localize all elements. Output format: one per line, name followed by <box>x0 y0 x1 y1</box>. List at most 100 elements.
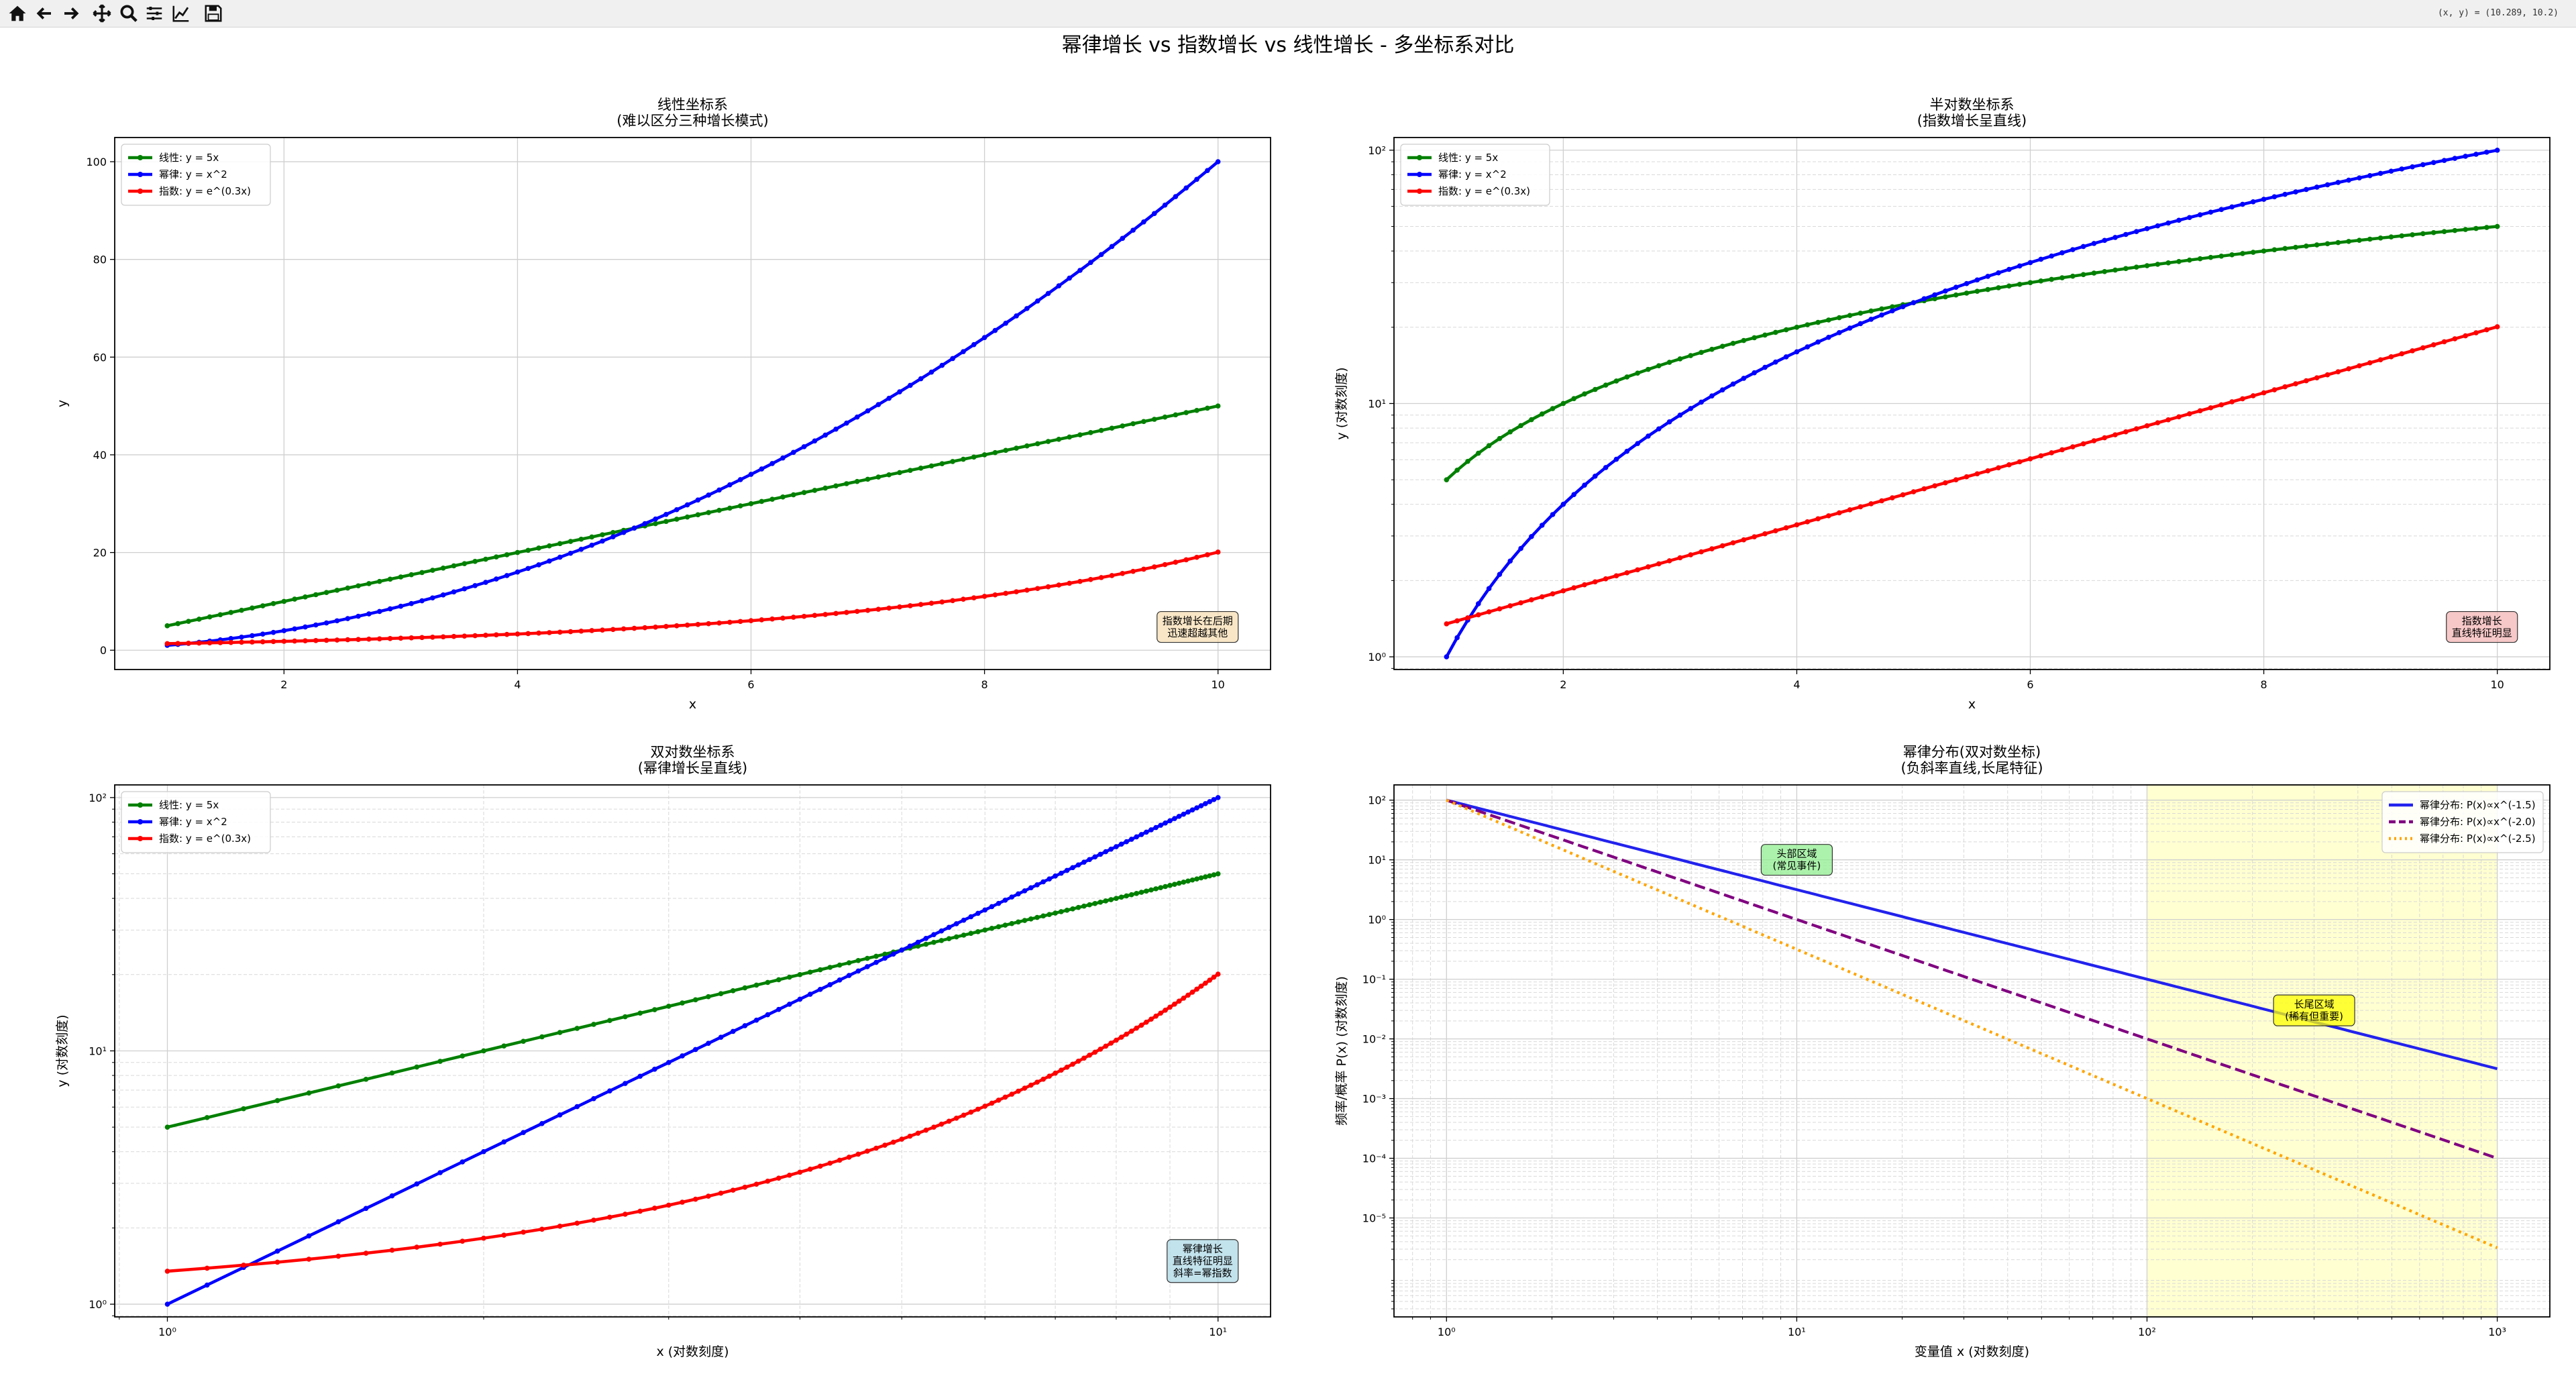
data-point <box>2314 375 2320 380</box>
data-point <box>2271 194 2277 200</box>
toolbar: (x, y) = (10.289, 10.2) <box>0 0 2576 28</box>
data-point <box>822 432 828 438</box>
data-point <box>186 641 191 646</box>
data-point <box>765 1012 771 1018</box>
data-point <box>1040 913 1046 919</box>
data-point <box>1103 849 1109 855</box>
data-point <box>1539 411 1545 417</box>
data-point <box>164 1124 170 1130</box>
data-point <box>2430 342 2436 348</box>
data-point <box>1762 531 1768 537</box>
legend-box <box>2381 791 2544 853</box>
data-point <box>239 639 244 645</box>
data-point <box>1603 382 1609 388</box>
save-icon[interactable] <box>201 1 225 25</box>
data-point <box>1173 412 1179 418</box>
data-point <box>1181 996 1187 1001</box>
data-point <box>1087 857 1092 863</box>
data-point <box>2410 348 2415 354</box>
data-point <box>2261 248 2267 254</box>
data-point <box>1097 851 1104 857</box>
data-point <box>1974 471 1980 477</box>
configure-subplots-icon[interactable] <box>142 1 166 25</box>
data-point <box>2430 229 2436 235</box>
home-icon[interactable] <box>5 1 30 25</box>
back-icon[interactable] <box>32 1 56 25</box>
annotation-text: 斜率=幂指数 <box>1173 1267 1232 1279</box>
figure-canvas[interactable]: 幂律增长 vs 指数增长 vs 线性增长 - 多坐标系对比 2 4 6 8 100204… <box>0 27 2576 1388</box>
data-point <box>306 1233 312 1239</box>
legend-entry-3: 指数: y = e^(0.3x) <box>159 185 251 197</box>
data-point <box>1211 797 1217 802</box>
data-point <box>807 1167 813 1172</box>
data-point <box>1163 1007 1168 1013</box>
data-point <box>1677 412 1683 418</box>
forward-icon[interactable] <box>59 1 83 25</box>
zoom-icon[interactable] <box>117 1 141 25</box>
data-point <box>2176 258 2182 264</box>
data-point <box>539 1226 545 1232</box>
data-point <box>2070 444 2076 449</box>
data-point <box>1624 374 1630 380</box>
data-point <box>1056 436 1062 442</box>
data-point <box>2165 260 2171 266</box>
data-point <box>481 1048 486 1054</box>
data-point <box>600 532 605 537</box>
data-point <box>1507 603 1513 608</box>
data-point <box>2133 426 2139 431</box>
data-point <box>1666 360 1672 365</box>
data-point <box>241 1263 246 1268</box>
data-point <box>1087 902 1092 908</box>
series-layer <box>1444 148 2500 659</box>
data-point <box>706 1193 711 1199</box>
data-point <box>610 534 616 539</box>
data-point <box>1077 432 1083 437</box>
data-point <box>1173 194 1179 199</box>
data-point <box>939 362 945 368</box>
data-point <box>1858 311 1864 316</box>
data-point <box>1003 590 1009 596</box>
data-point <box>2027 456 2033 462</box>
data-point <box>801 490 807 496</box>
data-point <box>855 968 861 974</box>
data-point <box>204 1282 210 1288</box>
data-point <box>481 1235 486 1241</box>
data-point <box>1034 441 1040 447</box>
edit-axis-icon[interactable] <box>169 1 193 25</box>
data-point <box>1016 919 1021 925</box>
data-point <box>2112 267 2118 273</box>
data-point <box>2006 462 2012 468</box>
data-point <box>387 636 393 641</box>
data-point <box>437 1170 443 1175</box>
data-point <box>1045 584 1051 590</box>
data-point <box>306 1257 312 1262</box>
annotation-text: 直线特征明显 <box>2452 627 2512 639</box>
data-point <box>1181 879 1187 885</box>
data-point <box>1805 322 1811 327</box>
annotation-box <box>1167 1239 1239 1283</box>
data-point <box>1014 445 1019 451</box>
data-point <box>1560 588 1566 594</box>
data-point <box>1176 814 1182 819</box>
legend-entry-3: 指数: y = e^(0.3x) <box>159 833 251 845</box>
data-point <box>472 633 478 639</box>
pan-icon[interactable] <box>90 1 114 25</box>
data-point <box>1868 501 1874 506</box>
data-point <box>504 552 510 557</box>
data-point <box>430 595 435 601</box>
data-point <box>419 570 425 576</box>
tick-label-x: 6 <box>2027 678 2033 691</box>
data-point <box>2229 252 2235 258</box>
data-point <box>1134 834 1139 840</box>
data-point <box>1656 561 1662 567</box>
data-point <box>776 977 782 983</box>
data-point <box>1162 562 1168 568</box>
data-point <box>753 1017 759 1023</box>
data-point <box>481 1149 486 1155</box>
data-point <box>2091 241 2097 246</box>
data-point <box>1172 1002 1177 1007</box>
data-point <box>623 1014 628 1020</box>
data-point <box>2420 162 2426 168</box>
data-point <box>207 614 213 620</box>
data-point <box>1656 426 1662 432</box>
